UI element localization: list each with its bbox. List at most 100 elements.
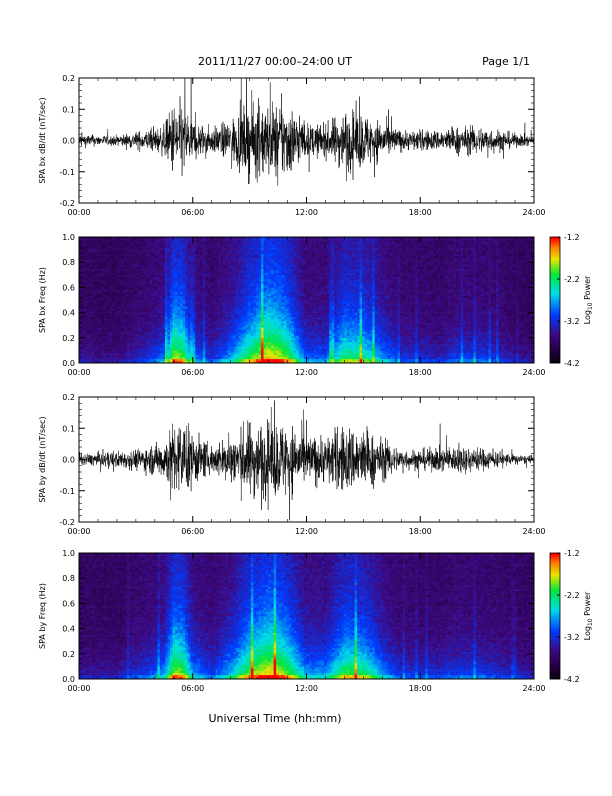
spectrogram-cell bbox=[145, 243, 148, 245]
spectrogram-cell bbox=[264, 258, 267, 260]
spectrogram-cell bbox=[203, 334, 206, 336]
spectrogram-cell bbox=[150, 334, 153, 336]
spectrogram-cell bbox=[157, 304, 160, 306]
spectrogram-cell bbox=[167, 258, 170, 260]
spectrogram-cell bbox=[279, 319, 282, 321]
spectrogram-cell bbox=[155, 292, 158, 294]
spectrogram-cell bbox=[213, 329, 216, 331]
spectrogram-cell bbox=[112, 256, 115, 258]
spectrogram-cell bbox=[266, 290, 269, 292]
spectrogram-cell bbox=[132, 313, 135, 315]
spectrogram-cell bbox=[145, 254, 148, 256]
spectrogram-cell bbox=[205, 290, 208, 292]
spectrogram-cell bbox=[112, 279, 115, 281]
spectrogram-cell bbox=[203, 325, 206, 327]
spectrogram-cell bbox=[276, 340, 279, 342]
spectrogram-cell bbox=[253, 252, 256, 254]
spectrogram-cell bbox=[160, 302, 163, 304]
spectrogram-cell bbox=[279, 336, 282, 338]
spectrogram-cell bbox=[178, 302, 181, 304]
spectrogram-cell bbox=[112, 245, 115, 247]
spectrogram-cell bbox=[84, 294, 87, 296]
spectrogram-cell bbox=[185, 273, 188, 275]
spectrogram-cell bbox=[228, 264, 231, 266]
spectrogram-cell bbox=[200, 241, 203, 243]
spectrogram-cell bbox=[221, 287, 224, 289]
spectrogram-cell bbox=[274, 336, 277, 338]
spectrogram-cell bbox=[92, 336, 95, 338]
spectrogram-cell bbox=[140, 315, 143, 317]
spectrogram-cell bbox=[125, 334, 128, 336]
spectrogram-cell bbox=[216, 353, 219, 355]
spectrogram-cell bbox=[114, 271, 117, 273]
spectrogram-cell bbox=[281, 338, 284, 340]
spectrogram-cell bbox=[140, 311, 143, 313]
spectrogram-cell bbox=[167, 323, 170, 325]
spectrogram-cell bbox=[246, 340, 249, 342]
spectrogram-cell bbox=[190, 243, 193, 245]
spectrogram-cell bbox=[266, 329, 269, 331]
spectrogram-cell bbox=[208, 302, 211, 304]
spectrogram-cell bbox=[216, 262, 219, 264]
spectrogram-cell bbox=[178, 304, 181, 306]
spectrogram-cell bbox=[102, 332, 105, 334]
spectrogram-cell bbox=[253, 256, 256, 258]
spectrogram-cell bbox=[107, 319, 110, 321]
spectrogram-cell bbox=[122, 243, 125, 245]
spectrogram-cell bbox=[198, 277, 201, 279]
spectrogram-cell bbox=[188, 254, 191, 256]
spectrogram-cell bbox=[173, 332, 176, 334]
spectrogram-cell bbox=[266, 348, 269, 350]
spectrogram-cell bbox=[266, 323, 269, 325]
spectrogram-cell bbox=[253, 248, 256, 250]
spectrogram-cell bbox=[198, 260, 201, 262]
spectrogram-cell bbox=[109, 239, 112, 241]
spectrogram-cell bbox=[243, 340, 246, 342]
spectrogram-cell bbox=[160, 275, 163, 277]
spectrogram-cell bbox=[125, 355, 128, 357]
spectrogram-cell bbox=[147, 332, 150, 334]
spectrogram-cell bbox=[243, 283, 246, 285]
spectrogram-cell bbox=[162, 277, 165, 279]
spectrogram-cell bbox=[107, 241, 110, 243]
spectrogram-cell bbox=[102, 273, 105, 275]
spectrogram-cell bbox=[150, 332, 153, 334]
spectrogram-cell bbox=[99, 283, 102, 285]
spectrogram-cell bbox=[157, 252, 160, 254]
spectrogram-cell bbox=[258, 248, 261, 250]
spectrogram-cell bbox=[195, 260, 198, 262]
spectrogram-cell bbox=[125, 256, 128, 258]
spectrogram-cell bbox=[274, 258, 277, 260]
spectrogram-cell bbox=[84, 325, 87, 327]
spectrogram-cell bbox=[251, 279, 254, 281]
spectrogram-cell bbox=[266, 294, 269, 296]
spectrogram-cell bbox=[135, 319, 138, 321]
spectrogram-cell bbox=[264, 346, 267, 348]
spectrogram-cell bbox=[145, 250, 148, 252]
spectrogram-cell bbox=[119, 256, 122, 258]
spectrogram-cell bbox=[241, 275, 244, 277]
spectrogram-cell bbox=[125, 353, 128, 355]
spectrogram-cell bbox=[125, 281, 128, 283]
spectrogram-cell bbox=[213, 277, 216, 279]
spectrogram-cell bbox=[198, 273, 201, 275]
spectrogram-cell bbox=[264, 254, 267, 256]
spectrogram-cell bbox=[205, 256, 208, 258]
spectrogram-cell bbox=[119, 294, 122, 296]
spectrogram-cell bbox=[266, 283, 269, 285]
spectrogram-cell bbox=[135, 287, 138, 289]
spectrogram-cell bbox=[145, 346, 148, 348]
spectrogram-cell bbox=[233, 348, 236, 350]
spectrogram-cell bbox=[271, 250, 274, 252]
spectrogram-cell bbox=[160, 332, 163, 334]
spectrogram-cell bbox=[170, 321, 173, 323]
spectrogram-cell bbox=[135, 243, 138, 245]
spectrogram-cell bbox=[125, 248, 128, 250]
spectrogram-cell bbox=[226, 340, 229, 342]
spectrogram-cell bbox=[261, 281, 264, 283]
spectrogram-cell bbox=[165, 277, 168, 279]
spectrogram-cell bbox=[198, 287, 201, 289]
spectrogram-cell bbox=[94, 296, 97, 298]
spectrogram-cell bbox=[175, 239, 178, 241]
spectrogram-cell bbox=[233, 308, 236, 310]
